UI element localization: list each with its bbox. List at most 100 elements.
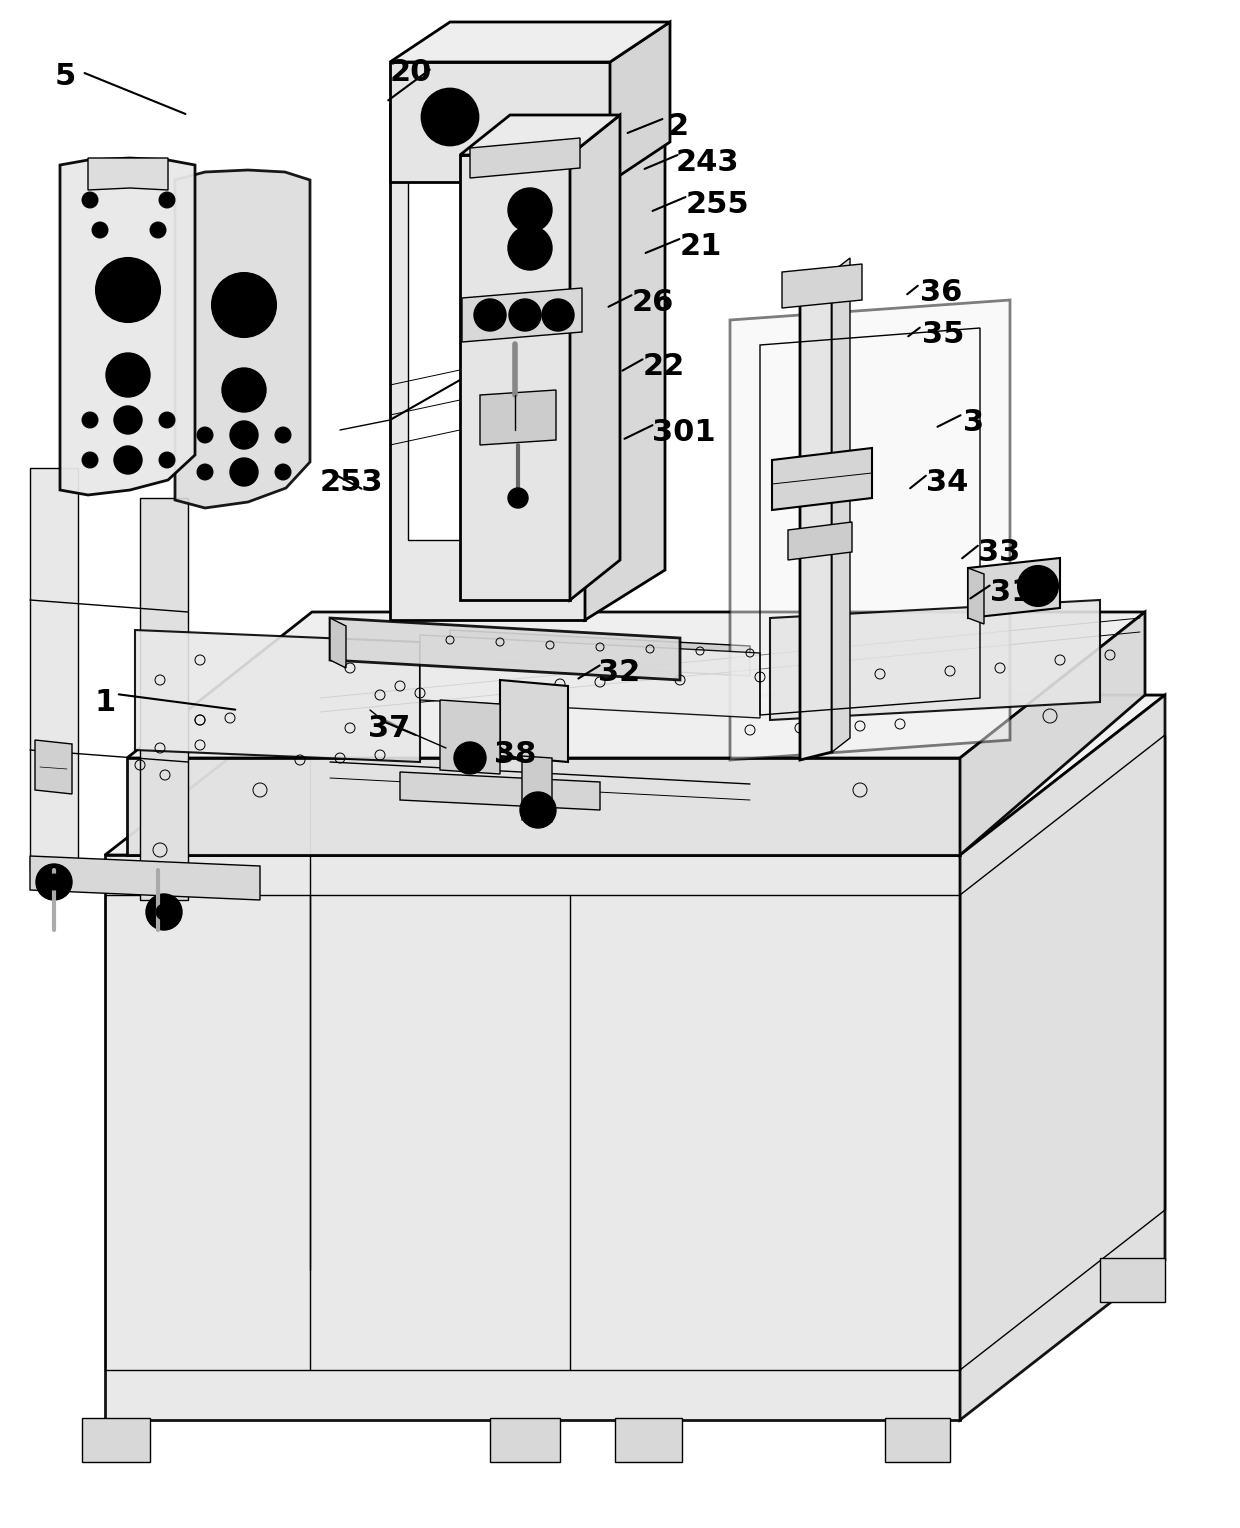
Polygon shape bbox=[450, 630, 750, 675]
Polygon shape bbox=[470, 138, 580, 177]
Polygon shape bbox=[175, 170, 310, 507]
Polygon shape bbox=[968, 558, 1060, 617]
Circle shape bbox=[275, 426, 291, 443]
Text: 312: 312 bbox=[990, 578, 1054, 607]
Text: 32: 32 bbox=[598, 659, 640, 688]
Polygon shape bbox=[30, 468, 78, 869]
Text: 36: 36 bbox=[920, 278, 962, 307]
Circle shape bbox=[1029, 578, 1047, 594]
Circle shape bbox=[422, 89, 477, 145]
Polygon shape bbox=[105, 695, 1166, 856]
Circle shape bbox=[150, 222, 166, 238]
Circle shape bbox=[222, 368, 267, 413]
Polygon shape bbox=[968, 568, 985, 623]
Circle shape bbox=[197, 465, 213, 480]
Polygon shape bbox=[391, 55, 665, 105]
Circle shape bbox=[454, 743, 486, 775]
Polygon shape bbox=[330, 617, 346, 668]
Polygon shape bbox=[787, 523, 852, 559]
Polygon shape bbox=[770, 601, 1100, 720]
Circle shape bbox=[520, 792, 556, 828]
Circle shape bbox=[197, 426, 213, 443]
Circle shape bbox=[474, 299, 506, 332]
Circle shape bbox=[95, 258, 160, 322]
Polygon shape bbox=[480, 390, 556, 445]
Text: 253: 253 bbox=[320, 468, 383, 497]
Polygon shape bbox=[420, 636, 760, 718]
Polygon shape bbox=[773, 448, 872, 510]
Text: 255: 255 bbox=[686, 189, 750, 219]
Circle shape bbox=[105, 353, 150, 397]
Polygon shape bbox=[570, 115, 620, 601]
Text: 22: 22 bbox=[644, 351, 686, 380]
Polygon shape bbox=[885, 1418, 950, 1462]
Circle shape bbox=[520, 238, 539, 258]
Text: 38: 38 bbox=[494, 740, 537, 769]
Polygon shape bbox=[60, 157, 195, 495]
Polygon shape bbox=[391, 21, 670, 63]
Circle shape bbox=[229, 458, 258, 486]
Circle shape bbox=[92, 222, 108, 238]
Text: 20: 20 bbox=[391, 58, 433, 87]
Text: 1: 1 bbox=[95, 688, 117, 717]
Polygon shape bbox=[460, 115, 620, 154]
Circle shape bbox=[436, 102, 464, 131]
Text: 37: 37 bbox=[368, 714, 410, 743]
Circle shape bbox=[46, 874, 62, 889]
Polygon shape bbox=[330, 617, 680, 680]
Polygon shape bbox=[126, 758, 960, 856]
Circle shape bbox=[82, 413, 98, 428]
Circle shape bbox=[551, 309, 565, 322]
Polygon shape bbox=[391, 105, 585, 620]
Circle shape bbox=[159, 413, 175, 428]
Text: 2: 2 bbox=[668, 112, 689, 141]
Circle shape bbox=[82, 452, 98, 468]
Circle shape bbox=[156, 905, 172, 920]
Circle shape bbox=[146, 894, 182, 931]
Circle shape bbox=[82, 193, 98, 208]
Polygon shape bbox=[35, 740, 72, 795]
Circle shape bbox=[36, 863, 72, 900]
Circle shape bbox=[1018, 565, 1058, 607]
Polygon shape bbox=[391, 63, 610, 182]
Text: 5: 5 bbox=[55, 63, 76, 92]
Polygon shape bbox=[730, 299, 1011, 759]
Circle shape bbox=[529, 802, 546, 817]
Polygon shape bbox=[782, 264, 862, 309]
Text: 3: 3 bbox=[963, 408, 985, 437]
Polygon shape bbox=[105, 856, 960, 1420]
Circle shape bbox=[275, 465, 291, 480]
Text: 35: 35 bbox=[923, 319, 965, 348]
Text: 243: 243 bbox=[676, 148, 739, 177]
Polygon shape bbox=[585, 55, 665, 620]
Polygon shape bbox=[88, 157, 167, 189]
Text: 26: 26 bbox=[632, 287, 675, 316]
Polygon shape bbox=[960, 695, 1166, 1420]
Polygon shape bbox=[126, 613, 1145, 758]
Polygon shape bbox=[832, 258, 849, 752]
Circle shape bbox=[114, 446, 143, 474]
Circle shape bbox=[229, 290, 258, 319]
Text: 33: 33 bbox=[978, 538, 1021, 567]
Polygon shape bbox=[1100, 1258, 1166, 1302]
Circle shape bbox=[508, 188, 552, 232]
Polygon shape bbox=[135, 630, 420, 762]
Polygon shape bbox=[615, 1418, 682, 1462]
Circle shape bbox=[508, 299, 541, 332]
Polygon shape bbox=[960, 613, 1145, 856]
Polygon shape bbox=[440, 700, 500, 775]
Polygon shape bbox=[460, 154, 570, 601]
Text: 21: 21 bbox=[680, 232, 723, 261]
Text: 34: 34 bbox=[926, 468, 968, 497]
Polygon shape bbox=[800, 272, 832, 759]
Circle shape bbox=[520, 200, 539, 220]
Polygon shape bbox=[463, 287, 582, 342]
Circle shape bbox=[159, 193, 175, 208]
Circle shape bbox=[114, 406, 143, 434]
Polygon shape bbox=[500, 680, 568, 762]
Circle shape bbox=[508, 226, 552, 270]
Polygon shape bbox=[401, 772, 600, 810]
Polygon shape bbox=[490, 1418, 560, 1462]
Text: 301: 301 bbox=[652, 419, 715, 448]
Polygon shape bbox=[82, 1418, 150, 1462]
